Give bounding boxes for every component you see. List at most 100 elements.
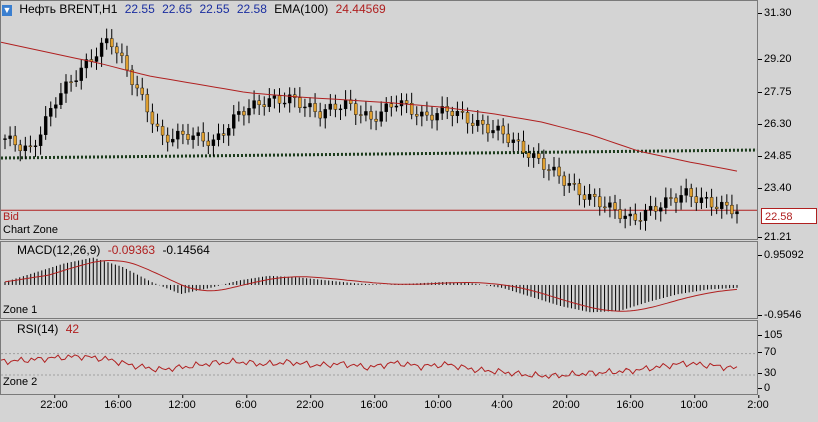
macd-tick: 0.95092	[758, 249, 804, 261]
time-tick: 20:00	[552, 395, 580, 411]
candle-body	[516, 139, 521, 142]
candle-body	[247, 108, 251, 116]
macd-pane[interactable]: MACD(12,26,9) -0.09363 -0.14564 Zone 1	[0, 241, 758, 319]
candle-body	[242, 111, 246, 116]
candle-body	[369, 111, 373, 120]
candle-body	[491, 130, 495, 134]
macd-axis: 0.95092 -0.9546	[757, 241, 818, 321]
candle-body	[232, 114, 236, 129]
candle-body	[674, 197, 678, 203]
candle-body	[155, 123, 160, 127]
candle-body	[135, 84, 139, 89]
candle-body	[54, 104, 58, 109]
price-chart-pane[interactable]: ▼ Нефть BRENT,H1 22.55 22.65 22.55 22.58…	[0, 0, 758, 240]
candle-body	[562, 175, 566, 186]
price-tick: 29.20	[758, 53, 792, 65]
macd-canvas	[4, 257, 738, 313]
candle-body	[384, 103, 388, 112]
candle-body	[374, 118, 378, 122]
candle-body	[94, 56, 99, 62]
candle-body	[171, 138, 175, 143]
bid-label: Bid	[3, 211, 19, 223]
candle-body	[216, 133, 221, 140]
candle-body	[323, 109, 327, 119]
price-tick: 24.85	[758, 150, 792, 162]
price-chart-canvas	[1, 28, 757, 231]
candle-body	[181, 130, 185, 135]
candle-body	[567, 183, 571, 186]
candle-body	[3, 138, 7, 140]
candle-body	[460, 111, 465, 113]
time-tick: 12:00	[168, 395, 196, 411]
candle-body	[221, 133, 226, 136]
candle-body	[659, 207, 663, 212]
time-tick: 6:00	[235, 395, 257, 411]
down-arrow-icon[interactable]: ▼	[2, 5, 12, 16]
candle-body	[526, 152, 531, 158]
rsi-axis: 105 70 30 0	[757, 320, 818, 395]
ema-value: 24.44569	[335, 2, 386, 16]
candle-body	[277, 95, 282, 104]
candle-body	[531, 153, 536, 158]
candle-body	[79, 67, 83, 81]
candle-body	[354, 103, 358, 115]
candle-body	[176, 130, 180, 140]
candle-body	[481, 119, 485, 125]
time-tick: 10:00	[680, 395, 708, 411]
candle-body	[43, 116, 48, 135]
candle-body	[404, 100, 409, 104]
candle-body	[338, 108, 343, 111]
candle-body	[415, 114, 419, 117]
zone-2-label: Zone 2	[3, 376, 38, 388]
candle-body	[359, 114, 363, 116]
candle-body	[409, 103, 414, 115]
rsi-pane[interactable]: RSI(14) 42 Zone 2	[0, 320, 758, 395]
candle-body	[343, 99, 348, 110]
candle-body	[313, 103, 317, 112]
candle-body	[613, 202, 617, 210]
candle-body	[104, 38, 109, 44]
candle-body	[592, 193, 597, 197]
ema-label: EMA(100)	[274, 2, 329, 16]
candle-body	[476, 119, 480, 126]
candle-body	[699, 197, 704, 203]
time-tick: 16:00	[104, 395, 132, 411]
candle-body	[18, 144, 22, 152]
low-value: 22.55	[199, 2, 230, 16]
trendline	[1, 148, 757, 160]
candle-body	[69, 81, 73, 83]
time-tick: 16:00	[616, 395, 644, 411]
time-tick: 4:00	[491, 395, 513, 411]
candle-body	[664, 197, 668, 208]
candle-body	[582, 194, 587, 200]
ema-line	[1, 41, 738, 172]
candle-body	[394, 105, 399, 108]
candle-body	[28, 145, 33, 148]
candle-body	[603, 206, 607, 209]
candle-body	[496, 125, 500, 131]
candle-body	[511, 139, 516, 143]
candle-body	[348, 99, 353, 104]
candle-body	[196, 132, 200, 136]
candle-body	[445, 106, 449, 112]
candle-body	[74, 80, 78, 83]
candle-body	[257, 100, 261, 105]
candle-body	[201, 132, 205, 142]
time-axis: 22:00 16:00 12:00 6:00 22:00 16:00 10:00…	[0, 395, 818, 422]
macd-tick: -0.9546	[757, 309, 802, 321]
candle-body	[186, 134, 190, 140]
candle-body	[669, 197, 673, 199]
macd-header: MACD(12,26,9) -0.09363 -0.14564	[17, 243, 214, 257]
time-tick: 2:00	[747, 395, 769, 411]
candle-body	[420, 111, 424, 117]
close-value: 22.58	[236, 2, 267, 16]
macd-value-2: -0.14564	[162, 243, 210, 257]
candle-body	[709, 197, 714, 208]
candle-body	[547, 169, 551, 171]
candle-body	[694, 196, 699, 203]
price-tick: 31.30	[758, 7, 792, 19]
candle-body	[140, 87, 144, 95]
price-header: ▼ Нефть BRENT,H1 22.55 22.65 22.55 22.58…	[2, 2, 390, 16]
macd-label: MACD(12,26,9)	[17, 243, 101, 257]
candle-body	[33, 145, 38, 147]
